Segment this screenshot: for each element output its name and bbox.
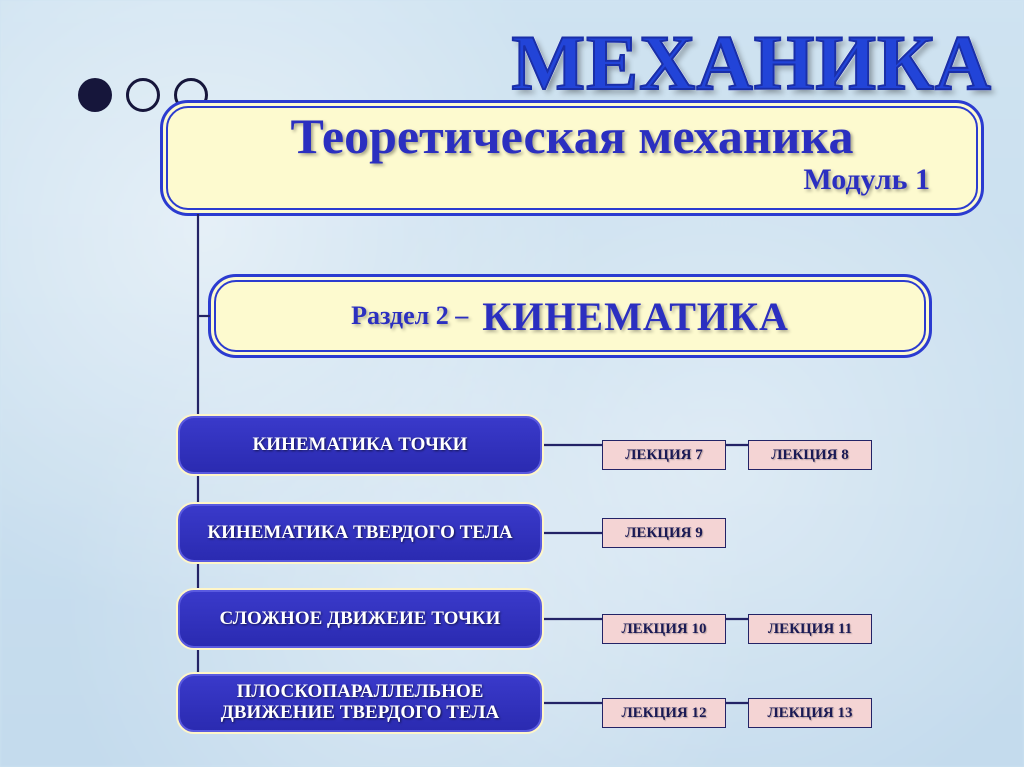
- page-big-title: МЕХАНИКА: [511, 18, 992, 108]
- header-subtitle: Модуль 1: [184, 163, 960, 197]
- section-title: КИНЕМАТИКА: [482, 293, 789, 340]
- topic-box: КИНЕМАТИКА ТОЧКИ: [176, 414, 544, 476]
- section-box: Раздел 2 – КИНЕМАТИКА: [210, 276, 930, 356]
- lecture-box: ЛЕКЦИЯ 8: [748, 440, 872, 470]
- header-box: Теоретическая механика Модуль 1: [162, 102, 982, 214]
- header-title: Теоретическая механика: [184, 110, 960, 163]
- topic-box: СЛОЖНОЕ ДВИЖЕИЕ ТОЧКИ: [176, 588, 544, 650]
- topic-box: ПЛОСКОПАРАЛЛЕЛЬНОЕ ДВИЖЕНИЕ ТВЕРДОГО ТЕЛ…: [176, 672, 544, 734]
- dot-outline-icon: [126, 78, 160, 112]
- lecture-box: ЛЕКЦИЯ 9: [602, 518, 726, 548]
- slide: МЕХАНИКА Теоретическая механика Модуль 1…: [0, 0, 1024, 767]
- lecture-box: ЛЕКЦИЯ 12: [602, 698, 726, 728]
- lecture-box: ЛЕКЦИЯ 7: [602, 440, 726, 470]
- topic-box: КИНЕМАТИКА ТВЕРДОГО ТЕЛА: [176, 502, 544, 564]
- section-label: Раздел 2 –: [351, 301, 468, 331]
- lecture-box: ЛЕКЦИЯ 11: [748, 614, 872, 644]
- lecture-box: ЛЕКЦИЯ 13: [748, 698, 872, 728]
- dot-icon: [78, 78, 112, 112]
- lecture-box: ЛЕКЦИЯ 10: [602, 614, 726, 644]
